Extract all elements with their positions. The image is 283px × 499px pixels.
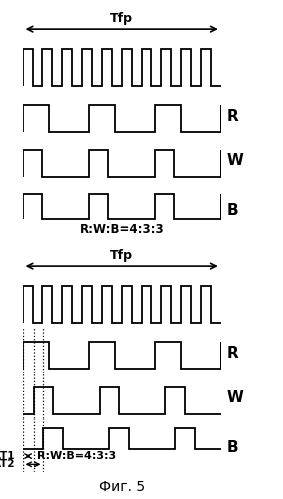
Text: R:W:B=4:3:3: R:W:B=4:3:3 <box>37 451 116 461</box>
Text: B: B <box>227 440 238 455</box>
Text: Tfp: Tfp <box>110 12 133 25</box>
Text: W: W <box>227 153 244 168</box>
Text: W: W <box>227 390 244 405</box>
Text: R: R <box>227 346 239 361</box>
Text: B: B <box>227 203 238 218</box>
Text: R:W:B=4:3:3: R:W:B=4:3:3 <box>79 224 164 237</box>
Text: Фиг. 5: Фиг. 5 <box>99 480 145 494</box>
Text: R: R <box>227 109 239 124</box>
Text: Tfp: Tfp <box>110 250 133 262</box>
Text: ΔT1: ΔT1 <box>0 451 16 461</box>
Text: ΔT2: ΔT2 <box>0 460 16 470</box>
